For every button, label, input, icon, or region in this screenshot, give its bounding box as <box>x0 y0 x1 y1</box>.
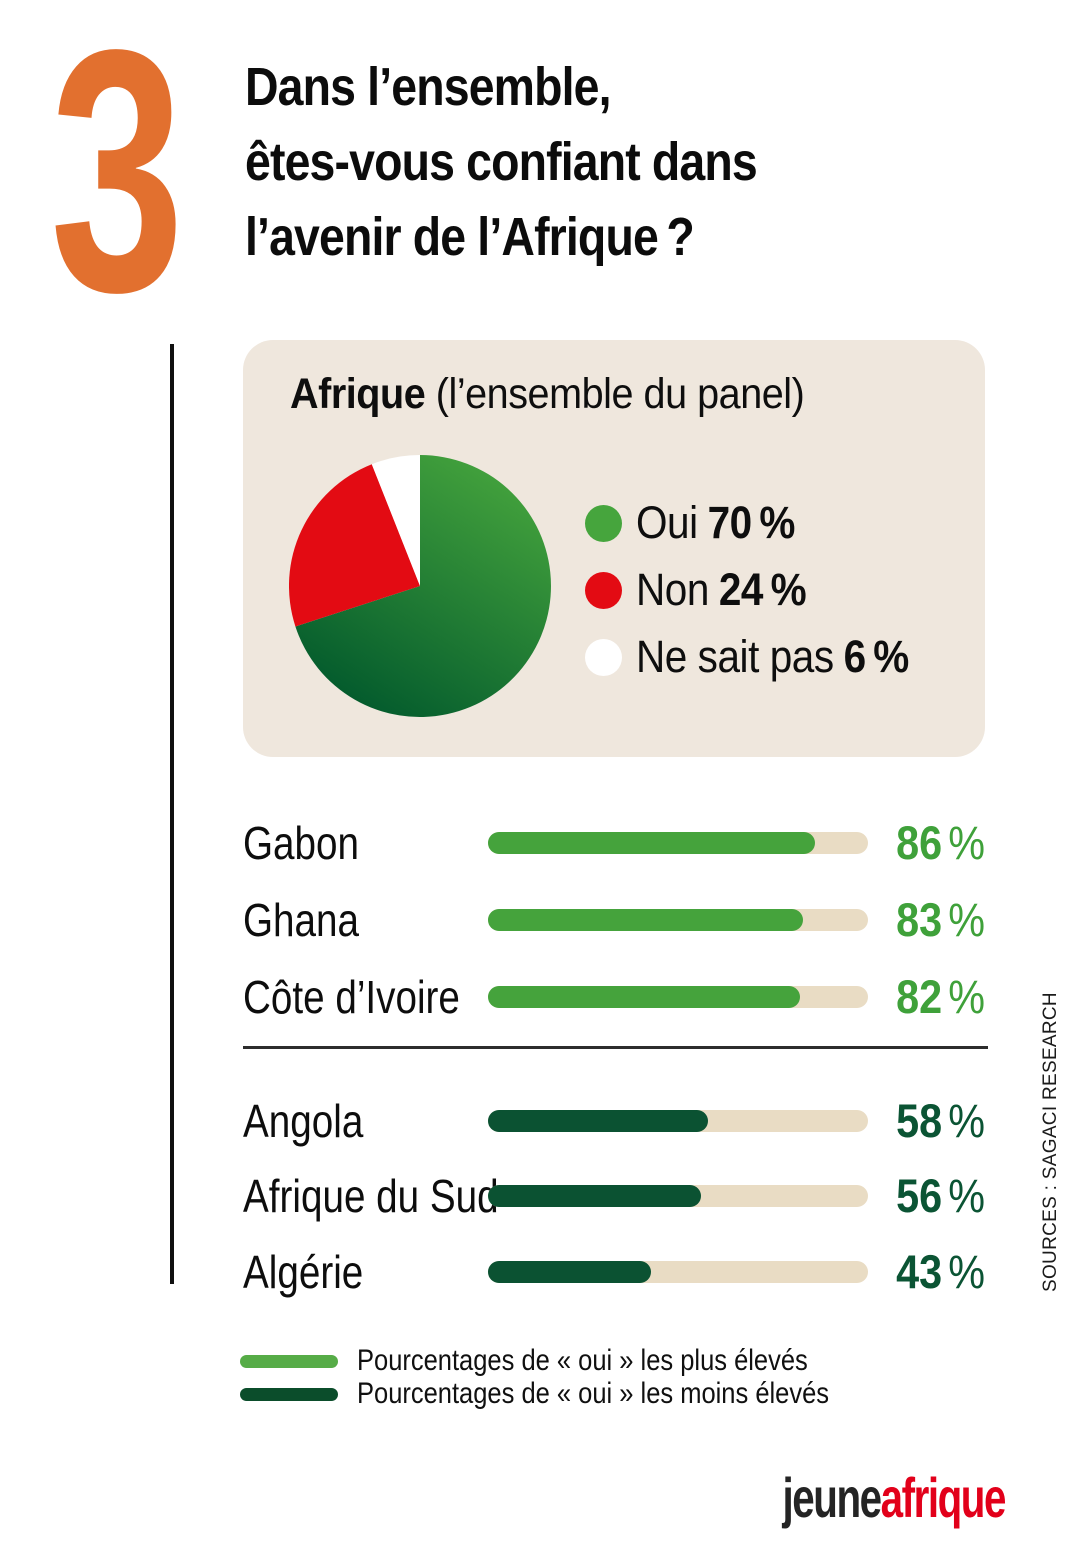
bar-track <box>488 1185 868 1207</box>
country-label: Gabon <box>243 817 360 869</box>
bar-row-algerie: Algérie 43% <box>243 1242 985 1302</box>
bar-value: 83% <box>896 893 985 946</box>
bar-track <box>488 986 868 1008</box>
vertical-rule <box>170 344 174 1284</box>
bar-track <box>488 1261 868 1283</box>
footer-legend-low: Pourcentages de « oui » les moins élevés <box>240 1377 912 1411</box>
country-label: Côte d’Ivoire <box>243 971 460 1023</box>
source-credit: SOURCES : SAGACI RESEARCH <box>1040 992 1061 1292</box>
pie-legend-item-nsp: Ne sait pas 6 % <box>585 624 939 690</box>
bar-fill <box>488 1185 701 1207</box>
bar-track <box>488 909 868 931</box>
pie-legend-item-non: Non 24 % <box>585 557 825 623</box>
pie-legend-text: Ne sait pas 6 % <box>636 631 909 683</box>
logo-jeune: jeune <box>782 1466 883 1529</box>
bar-track <box>488 832 868 854</box>
jeune-afrique-logo: jeuneafrique <box>783 1470 1007 1526</box>
legend-label-non: Non <box>636 564 709 615</box>
legend-value-ne-sait-pas: 6 % <box>843 631 910 682</box>
pie-slice-non <box>289 464 420 627</box>
legend-pill-low <box>240 1387 338 1401</box>
bar-value: 82% <box>896 970 985 1023</box>
bar-fill <box>488 1261 652 1283</box>
bar-value: 86% <box>896 816 985 869</box>
country-label: Angola <box>243 1095 364 1147</box>
pie-panel: Afrique (l’ensemble du panel) Oui 70 % No… <box>243 340 985 757</box>
footer-legend-high: Pourcentages de « oui » les plus élevés <box>240 1344 887 1378</box>
bar-row-ghana: Ghana 83% <box>243 890 985 950</box>
panel-title-bold: Afrique <box>290 370 426 418</box>
title-line-1: Dans l’ensemble, <box>245 57 612 117</box>
bar-fill <box>488 986 800 1008</box>
bar-row-angola: Angola 58% <box>243 1091 985 1151</box>
panel-title-rest: (l’ensemble du panel) <box>425 370 805 418</box>
legend-value-oui: 70 % <box>707 497 796 548</box>
legend-dot-non <box>585 571 622 609</box>
pie-slice-oui <box>295 455 551 717</box>
footer-legend-label-high: Pourcentages de « oui » les plus élevés <box>357 1344 808 1377</box>
group-divider <box>243 1046 988 1049</box>
legend-value-non: 24 % <box>718 564 807 615</box>
question-number: 3 <box>50 0 185 364</box>
bar-row-cote-divoire: Côte d’Ivoire 82% <box>243 967 985 1027</box>
country-label: Ghana <box>243 894 360 946</box>
bar-row-gabon: Gabon 86% <box>243 813 985 873</box>
bar-value: 43% <box>896 1245 985 1298</box>
bar-fill <box>488 1110 709 1132</box>
question-title: Dans l’ensemble, êtes-vous confiant dans… <box>245 50 758 275</box>
title-line-2: êtes-vous confiant dans <box>245 132 758 192</box>
legend-label-oui: Oui <box>636 497 698 548</box>
title-line-3: l’avenir de l’Afrique ? <box>245 207 695 267</box>
bar-row-afrique-du-sud: Afrique du Sud 56% <box>243 1166 985 1226</box>
bar-fill <box>488 832 815 854</box>
legend-pill-high <box>240 1354 338 1368</box>
bar-value: 56% <box>896 1169 985 1222</box>
pie-chart <box>289 455 551 717</box>
country-label: Afrique du Sud <box>243 1170 499 1222</box>
pie-legend-item-oui: Oui 70 % <box>585 490 813 556</box>
country-label: Algérie <box>243 1246 364 1298</box>
legend-dot-oui <box>585 504 622 542</box>
legend-dot-ne-sait-pas <box>585 638 622 676</box>
bar-fill <box>488 909 804 931</box>
pie-legend-text: Oui 70 % <box>636 497 795 549</box>
legend-label-ne-sait-pas: Ne sait pas <box>636 631 834 682</box>
footer-legend-label-low: Pourcentages de « oui » les moins élevés <box>357 1377 830 1410</box>
pie-panel-title: Afrique (l’ensemble du panel) <box>290 370 805 419</box>
pie-legend-text: Non 24 % <box>636 564 807 616</box>
bar-track <box>488 1110 868 1132</box>
bar-value: 58% <box>896 1094 985 1147</box>
pie-slice-ne-sait-pas <box>371 455 420 586</box>
logo-afrique: afrique <box>880 1466 1007 1529</box>
